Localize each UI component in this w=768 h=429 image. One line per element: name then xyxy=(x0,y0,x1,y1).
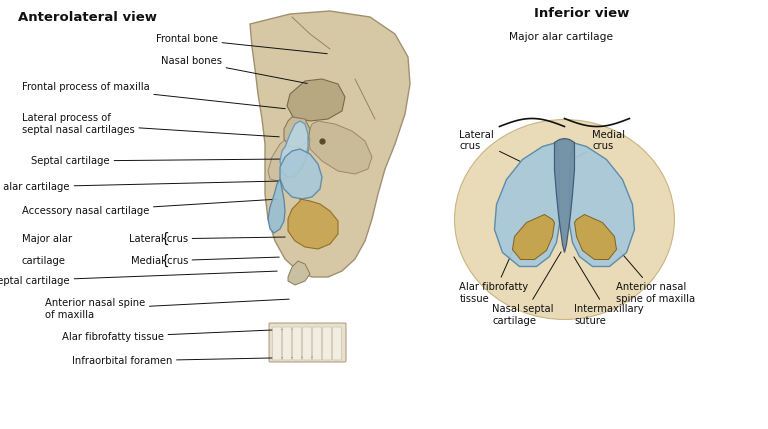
FancyBboxPatch shape xyxy=(293,327,302,360)
Text: Major alar cartilage: Major alar cartilage xyxy=(509,32,614,42)
Text: {: { xyxy=(161,232,170,246)
Text: Infraorbital foramen: Infraorbital foramen xyxy=(72,356,317,366)
Polygon shape xyxy=(284,117,310,147)
Text: Frontal process of maxilla: Frontal process of maxilla xyxy=(22,82,285,109)
Polygon shape xyxy=(574,214,617,260)
FancyBboxPatch shape xyxy=(273,327,282,360)
Text: Medial crus: Medial crus xyxy=(131,256,280,266)
Text: Nasal bones: Nasal bones xyxy=(161,56,307,84)
Text: cartilage: cartilage xyxy=(22,256,66,266)
FancyBboxPatch shape xyxy=(313,327,322,360)
Text: Inferior view: Inferior view xyxy=(535,7,630,20)
Text: Alar fibrofatty tissue: Alar fibrofatty tissue xyxy=(62,329,293,342)
Text: Medial
crus: Medial crus xyxy=(575,130,625,158)
Text: Nasal septal
cartilage: Nasal septal cartilage xyxy=(492,252,561,326)
Polygon shape xyxy=(288,199,338,249)
Polygon shape xyxy=(554,139,574,253)
Text: Intermaxillary
suture: Intermaxillary suture xyxy=(574,257,644,326)
Text: Lateral crus: Lateral crus xyxy=(129,234,285,244)
Text: Anterior nasal
spine of maxilla: Anterior nasal spine of maxilla xyxy=(614,245,696,304)
Text: Anterior nasal spine
of maxilla: Anterior nasal spine of maxilla xyxy=(45,298,290,320)
Polygon shape xyxy=(280,121,308,177)
FancyBboxPatch shape xyxy=(323,327,332,360)
FancyBboxPatch shape xyxy=(269,323,346,362)
Polygon shape xyxy=(288,261,310,285)
Text: Frontal bone: Frontal bone xyxy=(156,34,327,54)
Text: Septal cartilage: Septal cartilage xyxy=(31,156,285,166)
Text: Nasal septal cartilage: Nasal septal cartilage xyxy=(0,271,277,286)
Text: Major alar: Major alar xyxy=(22,234,72,244)
Text: {: { xyxy=(161,254,170,268)
FancyBboxPatch shape xyxy=(333,327,342,360)
Text: Lateral process of
septal nasal cartilages: Lateral process of septal nasal cartilag… xyxy=(22,113,280,137)
Polygon shape xyxy=(512,214,554,260)
Text: Accessory nasal cartilage: Accessory nasal cartilage xyxy=(22,199,277,216)
Ellipse shape xyxy=(455,120,674,320)
Text: Anterolateral view: Anterolateral view xyxy=(18,11,157,24)
Polygon shape xyxy=(268,129,310,181)
Polygon shape xyxy=(250,11,410,277)
FancyBboxPatch shape xyxy=(283,327,292,360)
Polygon shape xyxy=(280,149,322,199)
Polygon shape xyxy=(570,142,634,266)
Text: Lateral
crus: Lateral crus xyxy=(459,130,520,161)
Polygon shape xyxy=(308,121,372,174)
Polygon shape xyxy=(268,179,285,233)
FancyBboxPatch shape xyxy=(303,327,312,360)
Text: Alar fibrofatty
tissue: Alar fibrofatty tissue xyxy=(459,245,528,304)
Polygon shape xyxy=(287,79,345,121)
Text: Minor alar cartilage: Minor alar cartilage xyxy=(0,181,280,192)
Polygon shape xyxy=(495,142,559,266)
